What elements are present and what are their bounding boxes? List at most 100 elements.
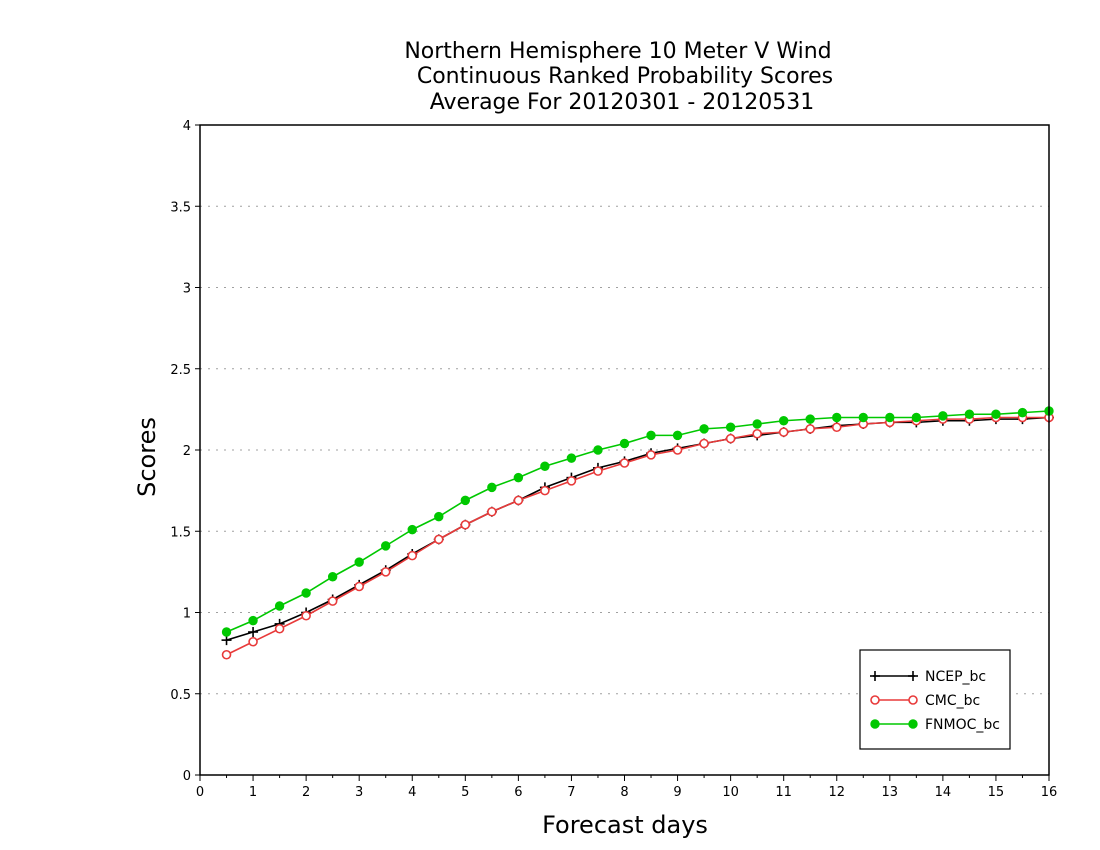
- data-point: [566, 476, 577, 486]
- x-axis-ticks: 0 1 2 3 4 5 6 7 8 9 10 11 12 13 14 15 16: [196, 775, 1057, 800]
- y-tick-label: 1.5: [170, 525, 191, 540]
- data-point: [805, 424, 816, 434]
- data-point: [1017, 407, 1028, 418]
- data-point: [274, 623, 285, 634]
- x-tick-label: 13: [882, 785, 899, 800]
- data-point: [699, 438, 709, 449]
- data-point: [752, 419, 762, 429]
- data-point: [301, 588, 311, 598]
- x-tick-label: 0: [196, 785, 204, 800]
- data-point: [487, 506, 497, 517]
- data-point: [778, 416, 789, 426]
- data-point: [540, 461, 550, 471]
- plot-frame: [199, 124, 1050, 776]
- x-tick-label: 10: [722, 785, 739, 800]
- series-CMC_bc: [221, 412, 1054, 660]
- data-point: [221, 635, 232, 646]
- data-point: [221, 627, 232, 637]
- data-point: [487, 482, 497, 493]
- data-point: [699, 424, 709, 434]
- x-tick-label: 5: [461, 785, 469, 800]
- legend-label: NCEP_bc: [925, 669, 986, 685]
- legend-label: FNMOC_bc: [925, 717, 1000, 733]
- y-tick-label: 0.5: [170, 688, 191, 703]
- x-tick-label: 16: [1041, 785, 1058, 800]
- legend-marker: [870, 671, 880, 681]
- x-tick-label: 12: [828, 785, 845, 800]
- x-tick-label: 4: [408, 785, 416, 800]
- data-point: [540, 485, 550, 496]
- data-point: [672, 430, 683, 441]
- data-point: [274, 601, 285, 611]
- legend-marker: [908, 695, 918, 705]
- data-point: [938, 411, 948, 421]
- y-tick-label: 1: [183, 607, 191, 622]
- data-point: [911, 412, 922, 423]
- data-point: [885, 412, 895, 423]
- data-point: [354, 557, 364, 567]
- data-point: [380, 567, 391, 577]
- data-point: [725, 422, 736, 432]
- series-NCEP_bc: [221, 412, 1054, 646]
- data-point: [831, 422, 842, 433]
- legend-marker: [908, 719, 918, 729]
- data-point: [778, 427, 789, 437]
- series: [221, 406, 1054, 660]
- data-point: [354, 581, 364, 592]
- y-axis-label: Scores: [133, 417, 161, 497]
- legend: NCEP_bc CMC_bc FNMOC_bc: [859, 649, 1011, 750]
- x-tick-label: 1: [249, 785, 257, 800]
- series-line: [226, 416, 1050, 641]
- data-point: [964, 409, 975, 419]
- series-line: [226, 416, 1049, 656]
- data-point: [460, 495, 471, 506]
- legend-item: NCEP_bc: [870, 669, 986, 685]
- series-FNMOC_bc: [221, 406, 1054, 637]
- x-tick-label: 14: [935, 785, 952, 800]
- gridlines: [200, 205, 1049, 695]
- data-point: [593, 466, 603, 476]
- x-tick-label: 6: [514, 785, 522, 800]
- data-point: [832, 412, 842, 423]
- y-tick-label: 3.5: [170, 200, 191, 215]
- chart-title: Northern Hemisphere 10 Meter V Wind Cont…: [404, 39, 833, 115]
- data-point: [566, 453, 577, 463]
- data-point: [646, 430, 656, 441]
- data-point: [619, 438, 630, 449]
- legend-marker: [908, 671, 918, 681]
- data-point: [513, 495, 524, 506]
- data-point: [646, 450, 656, 460]
- y-axis-ticks: 0 0.5 1 1.5 2 2.5 3 3.5 4: [170, 119, 200, 784]
- data-point: [752, 428, 762, 439]
- y-tick-label: 4: [183, 119, 191, 134]
- data-point: [327, 572, 338, 582]
- data-point: [381, 541, 391, 551]
- data-point: [619, 458, 630, 468]
- legend-items: NCEP_bc CMC_bc FNMOC_bc: [870, 669, 1000, 733]
- x-tick-label: 7: [567, 785, 575, 800]
- y-tick-label: 2: [183, 444, 191, 459]
- x-tick-label: 2: [302, 785, 310, 800]
- data-point: [858, 412, 868, 423]
- legend-marker: [870, 719, 880, 729]
- x-tick-label: 8: [620, 785, 628, 800]
- x-tick-label: 11: [775, 785, 792, 800]
- data-point: [248, 636, 258, 647]
- y-tick-label: 2.5: [170, 363, 191, 378]
- legend-label: CMC_bc: [925, 693, 980, 709]
- data-point: [805, 414, 815, 424]
- data-point: [433, 534, 444, 545]
- data-point: [407, 524, 417, 535]
- data-point: [460, 519, 471, 530]
- data-point: [725, 433, 736, 444]
- legend-item: CMC_bc: [870, 693, 980, 709]
- data-point: [221, 649, 232, 660]
- x-tick-label: 15: [988, 785, 1005, 800]
- x-tick-label: 9: [673, 785, 681, 800]
- series-line: [226, 410, 1050, 633]
- data-point: [513, 472, 524, 483]
- x-tick-label: 3: [355, 785, 363, 800]
- legend-marker: [870, 695, 880, 705]
- y-tick-label: 0: [183, 769, 191, 784]
